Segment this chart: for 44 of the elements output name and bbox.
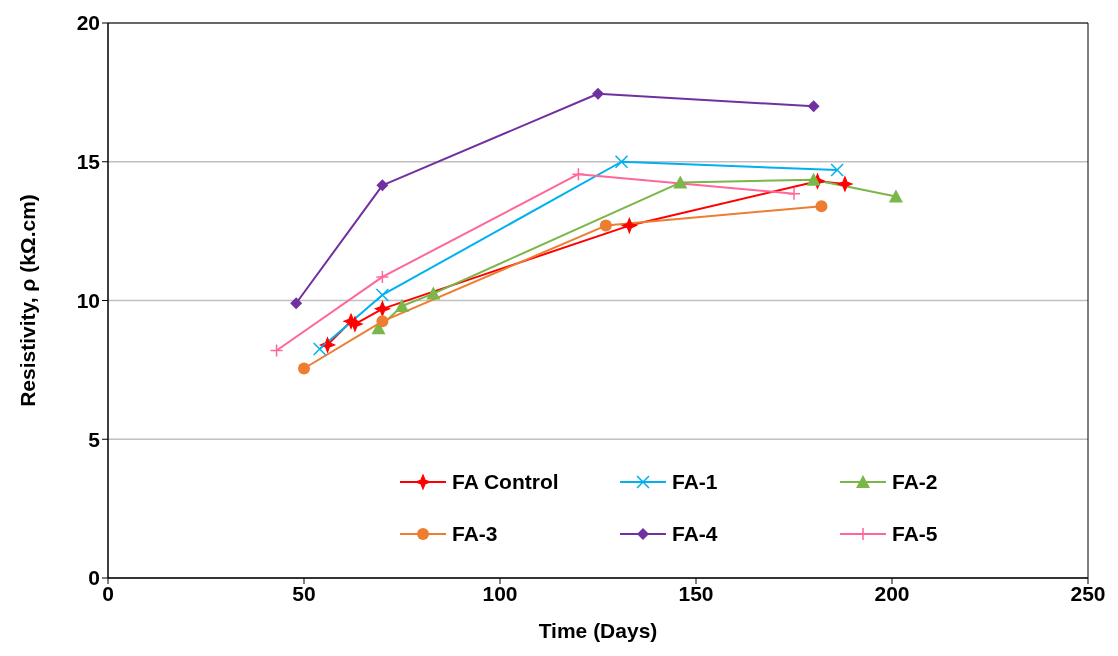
x-tick-label: 150 [678,581,714,605]
point [312,342,327,356]
point [787,186,801,201]
point [375,288,390,302]
point [837,176,853,192]
x-tick-label: 250 [1070,581,1106,605]
point [347,316,363,332]
legend-label: FA-1 [672,470,718,494]
point [806,172,821,186]
point [815,200,828,213]
x-tick-label: 100 [482,581,518,605]
legend-label: FA Control [452,470,559,494]
point [621,217,637,234]
point [599,219,612,232]
y-tick-label: 0 [88,566,100,590]
x-axis-title: Time (Days) [538,619,658,642]
point [592,87,604,100]
point [395,299,409,313]
legend-label: FA-5 [892,522,938,546]
point [375,270,390,284]
point [376,179,389,192]
y-tick-label: 20 [76,11,100,35]
point [319,337,336,353]
legend-label: FA-3 [452,522,498,546]
x-tick-label: 50 [292,581,316,605]
point [807,100,820,113]
point [888,189,903,203]
y-tick-label: 15 [76,150,101,174]
point [298,362,310,375]
y-tick-label: 5 [88,427,101,451]
point [426,286,441,300]
legend-label: FA-4 [672,522,718,546]
x-tick-label: 200 [874,581,910,605]
legend-label: FA-2 [892,470,938,494]
point [830,163,844,177]
point [269,343,284,358]
point [376,315,389,328]
point [614,155,629,169]
point [290,297,303,310]
y-axis-title: Resistivity, ρ (kΩ.cm) [16,194,40,407]
point [673,175,688,189]
point [571,167,586,181]
point [374,301,390,317]
y-tick-label: 10 [76,288,100,312]
